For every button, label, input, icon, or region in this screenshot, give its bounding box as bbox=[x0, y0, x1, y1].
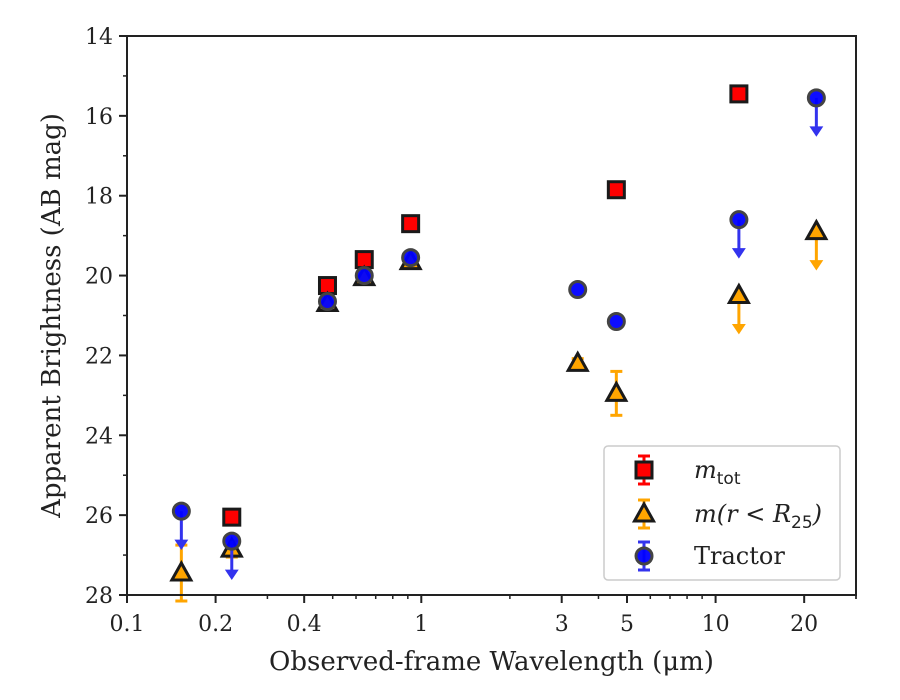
data-point-circle bbox=[171, 501, 191, 521]
data-point-circle bbox=[354, 266, 374, 286]
legend-box bbox=[603, 445, 841, 581]
data-point bbox=[729, 210, 749, 259]
data-point-circle bbox=[317, 292, 337, 312]
upper-limit-arrowhead bbox=[809, 126, 824, 137]
data-marks bbox=[169, 84, 829, 603]
series-circle bbox=[171, 88, 826, 580]
y-tick-label: 28 bbox=[85, 584, 113, 609]
legend-label: Tractor bbox=[694, 542, 785, 570]
data-point bbox=[169, 543, 194, 603]
data-point bbox=[604, 369, 629, 417]
upper-limit-arrowhead bbox=[224, 569, 239, 580]
legend-entry: mtot bbox=[634, 454, 741, 489]
data-point-square bbox=[401, 214, 421, 234]
data-point bbox=[726, 282, 751, 335]
axes: 14 16 18 20 22 24 26 28 0.1 0.2 0.4 1 3 5 10 20 bbox=[85, 25, 857, 637]
x-tick-label: 0.4 bbox=[287, 612, 322, 637]
data-point bbox=[606, 311, 626, 331]
data-point bbox=[222, 507, 242, 527]
upper-limit-arrowhead bbox=[174, 539, 189, 551]
data-point-triangle bbox=[631, 500, 657, 523]
data-point bbox=[401, 214, 421, 234]
y-tick-label: 24 bbox=[85, 424, 113, 449]
y-tick-label: 20 bbox=[85, 265, 113, 290]
data-point-square bbox=[222, 507, 242, 527]
x-tick-label: 20 bbox=[790, 612, 818, 637]
data-point bbox=[804, 218, 829, 271]
legend-label: mtot bbox=[694, 456, 741, 489]
y-axis-title: Apparent Brightness (AB mag) bbox=[37, 113, 67, 519]
x-tick-label: 0.2 bbox=[198, 612, 233, 637]
data-point-circle bbox=[634, 546, 654, 566]
data-point bbox=[401, 248, 421, 268]
data-point bbox=[568, 280, 588, 300]
legend-label: m(r < R25) bbox=[694, 500, 822, 533]
data-point bbox=[606, 180, 626, 200]
x-tick-label: 5 bbox=[620, 612, 634, 637]
data-point-circle bbox=[729, 210, 749, 230]
x-tick-label: 10 bbox=[702, 612, 730, 637]
x-tick-label: 0.1 bbox=[110, 612, 145, 637]
data-point-triangle bbox=[169, 559, 194, 582]
data-point bbox=[565, 350, 590, 372]
upper-limit-arrowhead bbox=[809, 260, 824, 271]
data-point bbox=[354, 266, 374, 286]
y-tick-label: 26 bbox=[85, 504, 113, 529]
y-tick-label: 18 bbox=[85, 185, 113, 210]
data-point bbox=[171, 501, 191, 551]
data-point-square bbox=[729, 84, 749, 104]
data-point-circle bbox=[606, 311, 626, 331]
x-axis-title: Observed-frame Wavelength (μm) bbox=[269, 647, 714, 677]
data-point-triangle bbox=[726, 282, 751, 305]
legend: mtot m(r < R25) Tractor bbox=[603, 445, 841, 581]
legend-entry: Tractor bbox=[634, 540, 785, 572]
data-point bbox=[222, 531, 242, 580]
data-point-square bbox=[606, 180, 626, 200]
y-tick-label: 14 bbox=[85, 25, 113, 50]
data-point-circle bbox=[806, 88, 826, 108]
y-tick-label: 22 bbox=[85, 344, 113, 369]
data-point-triangle bbox=[804, 218, 829, 241]
data-point-circle bbox=[222, 531, 242, 551]
data-point-circle bbox=[401, 248, 421, 268]
data-point bbox=[729, 84, 749, 104]
data-point-triangle bbox=[604, 380, 629, 402]
x-tick-label: 1 bbox=[414, 612, 428, 637]
upper-limit-arrowhead bbox=[731, 324, 746, 335]
legend-entry: m(r < R25) bbox=[631, 498, 822, 533]
data-point bbox=[317, 292, 337, 312]
data-point-circle bbox=[568, 280, 588, 300]
data-point bbox=[806, 88, 826, 137]
upper-limit-arrowhead bbox=[731, 248, 746, 259]
data-point-square bbox=[634, 460, 654, 480]
x-tick-label: 3 bbox=[555, 612, 569, 637]
y-tick-label: 16 bbox=[85, 105, 113, 130]
data-point-triangle bbox=[565, 350, 590, 372]
series-square bbox=[222, 84, 749, 527]
